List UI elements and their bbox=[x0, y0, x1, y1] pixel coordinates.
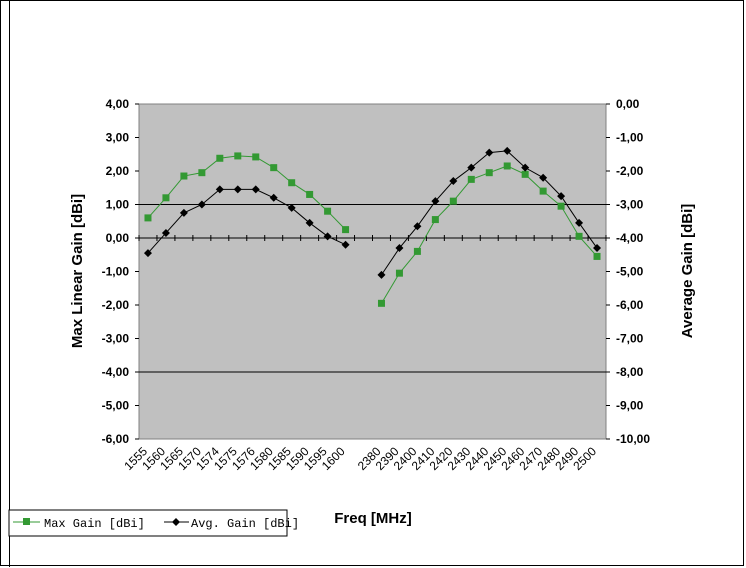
y-axis-right-title: Average Gain [dBi] bbox=[679, 204, 696, 338]
data-point bbox=[377, 299, 385, 307]
data-point bbox=[324, 207, 332, 215]
data-point bbox=[143, 249, 152, 258]
series-line bbox=[147, 188, 346, 254]
right-tick-label: -8,00 bbox=[616, 365, 644, 379]
data-point bbox=[215, 185, 224, 194]
left-tick-label: 2,00 bbox=[106, 164, 130, 178]
data-point bbox=[485, 169, 493, 177]
left-tick-label: -1,00 bbox=[102, 265, 130, 279]
data-point bbox=[449, 177, 458, 186]
gridlines bbox=[139, 204, 606, 373]
data-point bbox=[431, 197, 440, 206]
data-point bbox=[593, 252, 601, 260]
left-tick-label: 4,00 bbox=[106, 97, 130, 111]
legend-marker-avg-gain bbox=[172, 518, 180, 526]
data-point bbox=[287, 203, 296, 212]
data-point bbox=[233, 185, 242, 194]
legend-label-avg-gain: Avg. Gain [dBi] bbox=[191, 517, 299, 531]
data-point bbox=[341, 240, 350, 249]
chart-frame-inner bbox=[9, 1, 745, 567]
left-tick-label: 1,00 bbox=[106, 198, 130, 212]
left-tick-label: -2,00 bbox=[102, 298, 130, 312]
legend: Max Gain [dBi] Avg. Gain [dBi] bbox=[8, 509, 299, 537]
right-tick-label: -6,00 bbox=[616, 298, 644, 312]
left-tick-label: 0,00 bbox=[106, 231, 130, 245]
data-point bbox=[288, 179, 296, 187]
right-tick-label: -2,00 bbox=[616, 164, 644, 178]
left-tick-label: -3,00 bbox=[102, 332, 130, 346]
right-axis-ticks: 0,00 -1,00 -2,00 -3,00 -4,00 -5,00 -6,00 -7,00 -… bbox=[606, 97, 650, 446]
left-tick-label: 3,00 bbox=[106, 131, 130, 145]
data-point bbox=[161, 228, 170, 237]
data-point bbox=[485, 148, 494, 157]
data-point bbox=[557, 202, 565, 210]
data-point bbox=[342, 226, 350, 234]
data-point bbox=[503, 162, 511, 170]
data-point bbox=[179, 208, 188, 217]
data-point bbox=[539, 173, 548, 182]
right-tick-label: -9,00 bbox=[616, 399, 644, 413]
data-point bbox=[270, 164, 278, 172]
data-point bbox=[395, 244, 404, 253]
left-axis-ticks: 4,00 3,00 2,00 1,00 0,00 -1,00 -2,00 -3,00 -4,00… bbox=[102, 97, 139, 446]
data-point bbox=[431, 216, 439, 224]
data-point bbox=[557, 192, 566, 201]
data-point bbox=[575, 218, 584, 227]
data-point bbox=[521, 170, 529, 178]
data-point bbox=[197, 200, 206, 209]
x-axis-title: Freq [MHz] bbox=[334, 510, 412, 527]
y-axis-left-title: Max Linear Gain [dBi] bbox=[69, 194, 86, 348]
right-tick-label: -3,00 bbox=[616, 198, 644, 212]
data-point bbox=[377, 270, 386, 279]
data-point bbox=[144, 214, 152, 222]
series-layer bbox=[143, 146, 602, 307]
plot-area bbox=[138, 103, 607, 440]
data-point bbox=[395, 269, 403, 277]
data-point bbox=[503, 146, 512, 155]
left-tick-label: -4,00 bbox=[102, 365, 130, 379]
data-point bbox=[216, 154, 224, 162]
data-point bbox=[234, 152, 242, 160]
data-point bbox=[251, 185, 260, 194]
right-tick-label: -7,00 bbox=[616, 332, 644, 346]
data-point bbox=[269, 193, 278, 202]
data-point bbox=[521, 163, 530, 172]
data-point bbox=[323, 232, 332, 241]
data-point bbox=[305, 218, 314, 227]
right-tick-label: 0,00 bbox=[616, 97, 640, 111]
data-point bbox=[252, 153, 260, 161]
legend-label-max-gain: Max Gain [dBi] bbox=[44, 517, 145, 531]
data-point bbox=[162, 194, 170, 202]
right-tick-label: -5,00 bbox=[616, 265, 644, 279]
data-point bbox=[413, 247, 421, 255]
data-point bbox=[575, 232, 583, 240]
data-point bbox=[180, 172, 188, 180]
series-max-gain bbox=[144, 152, 601, 307]
left-tick-label: -5,00 bbox=[102, 399, 130, 413]
data-point bbox=[467, 163, 476, 172]
data-point bbox=[593, 244, 602, 253]
data-point bbox=[413, 222, 422, 231]
left-tick-label: -6,00 bbox=[102, 432, 130, 446]
legend-marker-max-gain bbox=[23, 518, 30, 525]
data-point bbox=[467, 175, 475, 183]
right-tick-label: -1,00 bbox=[616, 131, 644, 145]
data-point bbox=[449, 197, 457, 205]
right-tick-label: -10,00 bbox=[616, 432, 650, 446]
data-point bbox=[306, 190, 314, 198]
series-avg-gain bbox=[143, 146, 602, 279]
data-point bbox=[198, 169, 206, 177]
data-point bbox=[539, 187, 547, 195]
right-tick-label: -4,00 bbox=[616, 231, 644, 245]
legend-box bbox=[8, 509, 288, 537]
